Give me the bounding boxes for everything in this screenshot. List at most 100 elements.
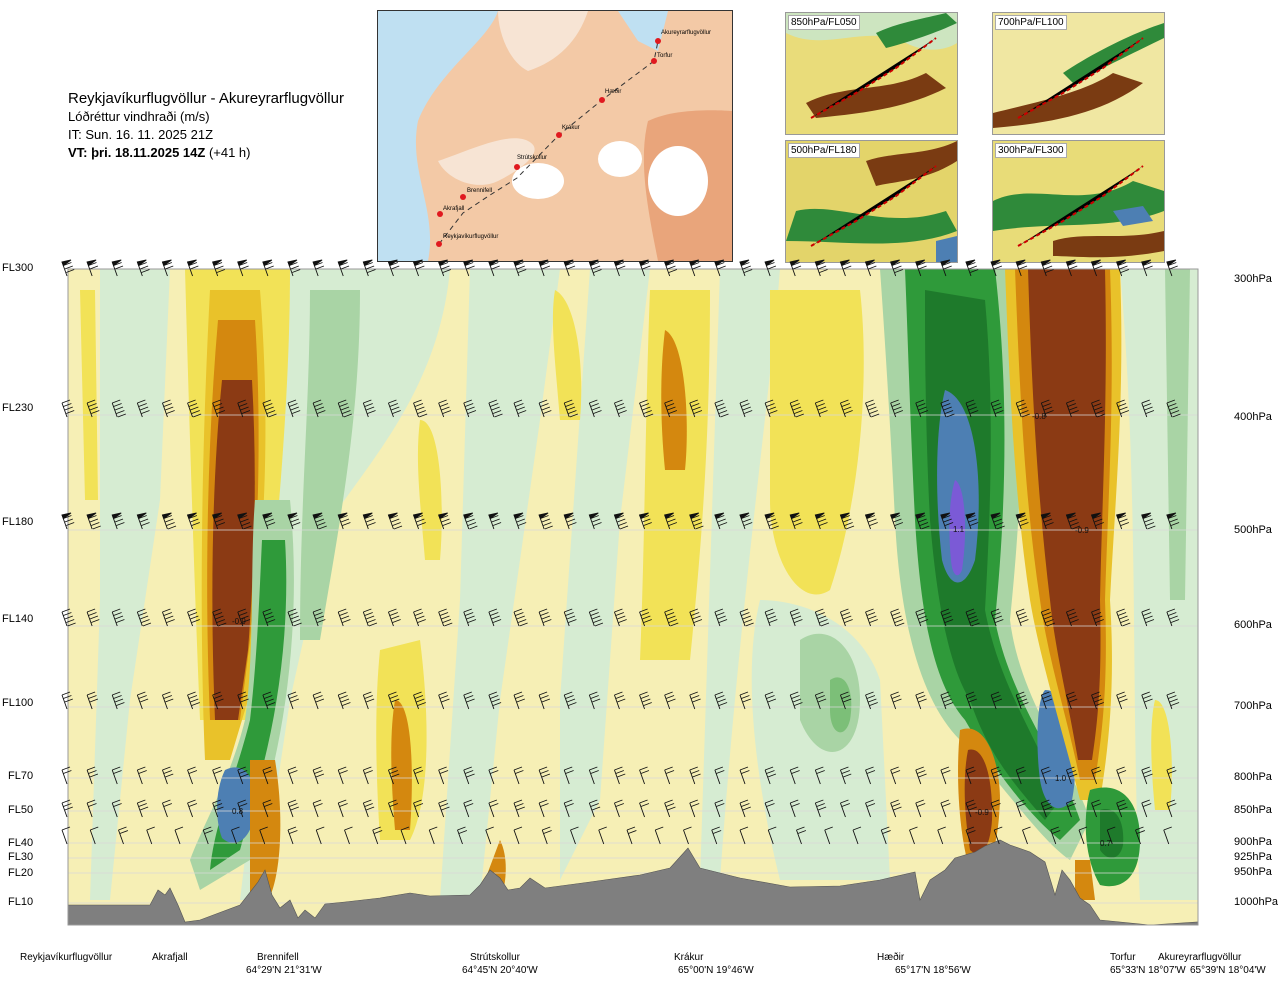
wind-barb bbox=[1116, 399, 1130, 418]
wind-barb bbox=[614, 691, 626, 710]
wind-barb bbox=[86, 512, 101, 530]
wind-barb bbox=[1166, 512, 1180, 530]
contour-label-6: 1.0 bbox=[1055, 774, 1067, 783]
map-point-strutskollur: Strútskollur bbox=[517, 155, 547, 161]
wind-barb bbox=[61, 399, 75, 418]
wind-barb bbox=[237, 399, 251, 418]
wind-barb bbox=[287, 512, 301, 530]
wind-barb bbox=[61, 691, 73, 710]
wind-barb bbox=[638, 259, 651, 277]
wind-barb bbox=[639, 608, 652, 627]
wind-barb bbox=[1040, 259, 1054, 277]
wind-barb bbox=[1066, 399, 1079, 418]
wind-barb bbox=[86, 799, 97, 818]
wind-barb bbox=[814, 799, 827, 818]
wind-barb bbox=[312, 259, 325, 277]
wind-barb bbox=[86, 399, 100, 418]
wind-barb bbox=[457, 826, 468, 845]
wind-barb bbox=[388, 608, 401, 627]
thumbnail-850[interactable]: 850hPa/FL050 bbox=[785, 12, 958, 135]
wind-barb bbox=[839, 259, 852, 277]
wind-barb bbox=[388, 691, 400, 710]
wind-barb bbox=[438, 608, 453, 627]
fl-label-180: FL180 bbox=[2, 516, 34, 528]
contour-label-1: -0.9 bbox=[232, 617, 246, 626]
wind-barb bbox=[337, 399, 352, 418]
wind-barb bbox=[463, 608, 477, 627]
wind-barb bbox=[186, 259, 199, 277]
wind-barb bbox=[231, 826, 240, 845]
wind-barb bbox=[940, 799, 951, 818]
wind-barb bbox=[287, 399, 301, 418]
wind-barb bbox=[639, 691, 652, 710]
wind-barb bbox=[287, 691, 299, 710]
wind-barb bbox=[689, 259, 701, 277]
pa-label-900: 900hPa bbox=[1234, 836, 1272, 848]
wind-barb bbox=[1166, 259, 1178, 277]
thumbnail-500[interactable]: 500hPa/FL180 bbox=[785, 140, 958, 263]
wind-barb bbox=[162, 766, 174, 785]
thumbnail-300[interactable]: 300hPa/FL300 bbox=[992, 140, 1165, 263]
wind-barb bbox=[613, 512, 629, 530]
wind-barb bbox=[890, 512, 904, 530]
wind-barb bbox=[463, 512, 478, 530]
wind-barb bbox=[588, 259, 602, 277]
wind-barb bbox=[488, 399, 503, 418]
wind-barb bbox=[664, 608, 679, 627]
wind-barb bbox=[689, 512, 704, 530]
thumbnail-700[interactable]: 700hPa/FL100 bbox=[992, 12, 1165, 135]
wind-barb bbox=[438, 512, 452, 530]
wind-barb bbox=[388, 399, 401, 418]
thumbnail-300-label: 300hPa/FL300 bbox=[995, 143, 1067, 158]
wind-barb bbox=[538, 766, 551, 785]
wind-barb bbox=[287, 799, 299, 818]
wind-barb bbox=[438, 259, 452, 277]
wind-barb bbox=[689, 766, 701, 785]
wind-barb bbox=[880, 826, 891, 845]
wind-barb bbox=[463, 399, 477, 418]
wind-barb bbox=[1141, 799, 1152, 818]
wind-barb bbox=[488, 691, 502, 710]
wind-barb bbox=[588, 399, 602, 418]
wind-barb bbox=[237, 512, 252, 530]
wind-barb bbox=[488, 608, 502, 627]
wind-barb bbox=[993, 826, 1003, 845]
wind-barb bbox=[1090, 259, 1103, 277]
wind-barb bbox=[362, 608, 378, 627]
wind-barb bbox=[61, 826, 71, 845]
contour-label-3: 1.1 bbox=[953, 525, 965, 534]
route-map-svg: Akureyrarflugvöllur Torfur Hæðir Krákur … bbox=[378, 11, 732, 261]
thumbnail-500-label: 500hPa/FL180 bbox=[788, 143, 860, 158]
wind-barb bbox=[563, 608, 577, 627]
wind-barb bbox=[61, 766, 72, 785]
wind-barb bbox=[789, 259, 802, 277]
wind-barb bbox=[312, 691, 325, 710]
pa-label-500: 500hPa bbox=[1234, 524, 1272, 536]
wind-barb bbox=[362, 512, 376, 530]
wind-barb bbox=[965, 399, 979, 418]
wind-barb bbox=[413, 608, 426, 627]
wind-barb bbox=[212, 799, 224, 818]
wind-barb bbox=[1091, 799, 1102, 818]
velocity-field bbox=[68, 269, 1198, 925]
wind-barb bbox=[513, 512, 527, 530]
wind-barb bbox=[664, 691, 676, 710]
wind-barb bbox=[563, 766, 574, 785]
wind-barb bbox=[202, 826, 213, 845]
wind-barb bbox=[1141, 608, 1155, 627]
wind-barb bbox=[237, 691, 249, 710]
wind-barb bbox=[412, 512, 426, 530]
wind-barb bbox=[463, 766, 475, 785]
wind-barb bbox=[161, 512, 177, 530]
wind-barb bbox=[438, 799, 450, 818]
wind-barb bbox=[344, 826, 353, 845]
wind-barb bbox=[362, 259, 376, 277]
wind-barb bbox=[1066, 608, 1079, 627]
wind-barb bbox=[89, 826, 99, 845]
wind-barb bbox=[1078, 826, 1088, 845]
wind-barb bbox=[538, 799, 549, 818]
wind-barb bbox=[614, 799, 625, 818]
wind-barb bbox=[262, 399, 277, 418]
wind-barb bbox=[463, 259, 475, 277]
wind-barb bbox=[259, 826, 268, 845]
